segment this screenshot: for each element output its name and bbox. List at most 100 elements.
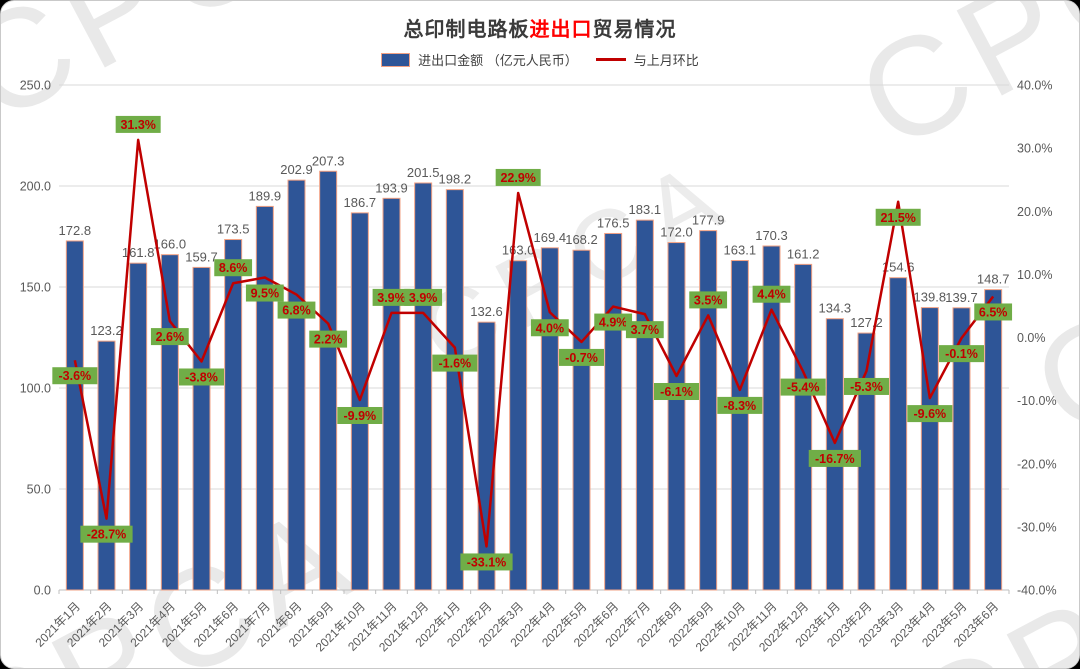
bar-value-label: 163.1 xyxy=(724,243,757,258)
bar xyxy=(350,212,369,591)
bar-value-label: 193.9 xyxy=(375,180,408,195)
bar-value-label: 186.7 xyxy=(344,195,377,210)
pct-label: -8.3% xyxy=(724,399,757,413)
pct-label: 6.8% xyxy=(282,304,311,318)
right-axis-tick-label: 0.0% xyxy=(1017,331,1046,345)
legend-bar-swatch-icon xyxy=(381,52,411,67)
pct-label: 3.5% xyxy=(694,293,723,307)
pct-label-box xyxy=(654,383,699,401)
page-title: 总印制电路板进出口贸易情况 xyxy=(404,19,677,41)
bar xyxy=(699,230,718,591)
pct-label-box xyxy=(179,368,224,386)
right-axis-tick-label: -10.0% xyxy=(1017,394,1057,408)
left-axis-tick-label: 200.0 xyxy=(20,180,51,194)
pct-label-box xyxy=(717,396,763,414)
left-axis-tick-label: 0.0 xyxy=(34,584,51,598)
left-axis-tick-label: 150.0 xyxy=(20,281,51,295)
pct-label: -5.3% xyxy=(850,380,883,394)
title-suffix: 贸易情况 xyxy=(592,19,677,41)
line-group xyxy=(73,138,995,548)
bar-value-label: 139.8 xyxy=(914,290,947,305)
right-axis-tick-label: -40.0% xyxy=(1017,584,1057,598)
line-series xyxy=(73,138,995,548)
bar-value-label: 148.7 xyxy=(977,272,1010,287)
combo-chart: 0.050.0100.0150.0200.0250.0-40.0%-30.0%-… xyxy=(20,79,1057,655)
pct-label: 22.9% xyxy=(500,171,535,185)
pct-labels: -3.6% -28.7% 31.3% 2.6% -3.8% 8.6%9.5%6.8% 2.2… xyxy=(52,115,1013,571)
pct-label-box xyxy=(907,405,953,423)
pct-label: 4.9% xyxy=(599,316,628,330)
pct-label: 2.2% xyxy=(314,333,343,347)
bar xyxy=(129,262,148,591)
bar xyxy=(604,232,623,591)
pct-label-box xyxy=(337,406,383,424)
pct-label: 3.7% xyxy=(631,323,660,337)
bar xyxy=(160,254,179,591)
pct-label-box xyxy=(245,284,284,302)
right-axis-tick-label: 40.0% xyxy=(1017,79,1052,93)
pct-label-box xyxy=(875,208,921,226)
left-axis-tick-label: 250.0 xyxy=(20,79,51,93)
bar-value-label: 177.9 xyxy=(692,213,725,228)
pct-label: -28.7% xyxy=(87,528,127,542)
bar-value-label: 172.8 xyxy=(59,223,92,238)
bar-value-label: 169.4 xyxy=(534,230,567,245)
bar xyxy=(319,170,338,591)
pct-label-box xyxy=(808,449,861,467)
header: 总印制电路板进出口贸易情况 xyxy=(1,13,1079,42)
x-axis-ticks xyxy=(58,590,1010,594)
title-highlight: 进出口 xyxy=(529,19,593,41)
pct-label-box xyxy=(594,313,633,331)
bar-value-label: 173.5 xyxy=(217,222,250,237)
pct-label: -5.4% xyxy=(787,381,820,395)
right-axis-tick-label: -30.0% xyxy=(1017,520,1057,534)
bar-value-label: 172.0 xyxy=(660,225,693,240)
bar xyxy=(635,219,654,591)
left-axis-tick-label: 100.0 xyxy=(20,382,51,396)
bar-value-label: 159.7 xyxy=(185,249,218,264)
pct-label-box xyxy=(780,378,826,396)
bar xyxy=(984,289,1003,591)
bar xyxy=(667,242,686,591)
legend-line-label: 与上月环比 xyxy=(633,53,699,68)
bar-value-label: 161.2 xyxy=(787,246,820,261)
pct-label-box xyxy=(404,288,443,306)
pct-label: -16.7% xyxy=(815,452,855,466)
bar xyxy=(540,247,559,591)
pct-label-box xyxy=(939,345,984,363)
bar-value-label: 132.6 xyxy=(470,304,503,319)
pct-label: -9.9% xyxy=(344,409,377,423)
right-axis-tick-label: 20.0% xyxy=(1017,205,1052,219)
bar-value-label: 166.0 xyxy=(154,237,187,252)
bar-value-label: 163.0 xyxy=(502,243,535,258)
bar xyxy=(287,179,306,591)
bar-value-label: 183.1 xyxy=(629,202,662,217)
pct-label: 2.6% xyxy=(156,330,185,344)
pct-label: -0.7% xyxy=(565,351,598,365)
pct-label: 9.5% xyxy=(251,287,280,301)
bar xyxy=(509,260,528,591)
axis-labels: 0.050.0100.0150.0200.0250.0-40.0%-30.0%-… xyxy=(20,79,1057,598)
pct-label-box xyxy=(752,285,791,303)
pct-label: -3.8% xyxy=(185,370,218,384)
bar xyxy=(97,340,116,591)
bar xyxy=(382,197,401,591)
pct-label: 3.9% xyxy=(409,291,438,305)
x-category-labels: 2021年1月2021年2月2021年3月2021年4月2021年5月2021年… xyxy=(32,599,1001,654)
right-axis-tick-label: 30.0% xyxy=(1017,142,1052,156)
pct-label: 4.4% xyxy=(757,288,786,302)
bar xyxy=(730,260,749,591)
bar xyxy=(255,205,274,591)
bar xyxy=(762,245,781,591)
bar-value-label: 123.2 xyxy=(90,323,123,338)
bar-value-label: 154.6 xyxy=(882,260,915,275)
bar-value-label: 139.7 xyxy=(945,290,978,305)
pct-label-box xyxy=(460,553,513,571)
chart-area: 0.0 50.0 100.0 150.0 200.0 250.0 -40.0% -30.0% -… xyxy=(1,71,1079,668)
pct-label-box xyxy=(115,115,161,133)
pct-label-box xyxy=(214,259,253,277)
bar xyxy=(414,182,433,591)
legend-bar-label: 进出口金额 （亿元人民币） xyxy=(418,53,578,68)
